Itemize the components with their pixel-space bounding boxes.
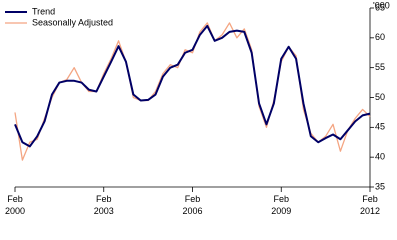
line bbox=[14, 24, 371, 148]
y-tick-label: 40 bbox=[375, 152, 385, 162]
y-tick-label: 55 bbox=[375, 62, 385, 72]
y-tick-label: 35 bbox=[375, 181, 385, 191]
y-tick-label: 50 bbox=[375, 92, 385, 102]
legend-label: Seasonally Adjusted bbox=[32, 17, 113, 27]
y-tick-label: 65 bbox=[375, 2, 385, 12]
x-tick-label: Feb 2009 bbox=[271, 194, 291, 216]
legend-label: Trend bbox=[32, 6, 55, 16]
line bbox=[14, 22, 371, 161]
x-tick-label: Feb 2000 bbox=[5, 194, 25, 216]
y-unit: '000 bbox=[373, 0, 390, 10]
y-tick-label: 45 bbox=[375, 122, 385, 132]
x-tick-label: Feb 2012 bbox=[360, 194, 380, 216]
x-tick-label: Feb 2006 bbox=[182, 194, 202, 216]
x-tick-label: Feb 2003 bbox=[94, 194, 114, 216]
chart: '000 35 40 45 50 55 60 65 Feb 2000 Feb 2003 Feb 2006… bbox=[5, 0, 390, 216]
y-tick-label: 60 bbox=[375, 32, 385, 42]
